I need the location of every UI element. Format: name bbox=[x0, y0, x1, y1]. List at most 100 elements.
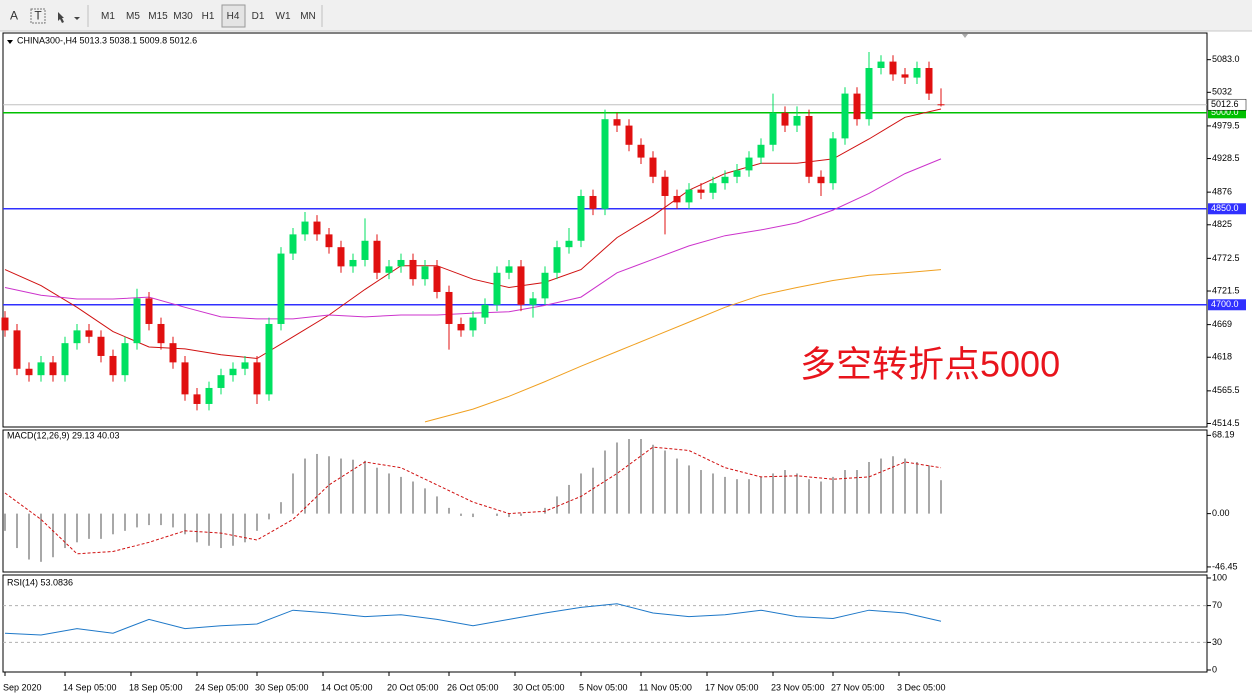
period-active[interactable] bbox=[221, 4, 246, 28]
candle-body bbox=[277, 253, 285, 324]
y-tick-label: 4825 bbox=[1212, 219, 1232, 229]
candle-body bbox=[313, 221, 321, 235]
candle-body bbox=[541, 272, 549, 299]
period-button[interactable]: H4 bbox=[227, 11, 240, 22]
level-label-box bbox=[1208, 299, 1246, 311]
y-tick-label: 5083.0 bbox=[1212, 54, 1240, 64]
candle-body bbox=[697, 189, 705, 193]
candle-body bbox=[361, 240, 369, 260]
candle-body bbox=[769, 112, 777, 145]
moving-average bbox=[424, 269, 942, 423]
candle-body bbox=[829, 138, 837, 184]
candle-body bbox=[193, 394, 201, 404]
period-button[interactable]: D1 bbox=[252, 11, 265, 22]
candle-body bbox=[781, 112, 789, 126]
rsi-panel bbox=[2, 574, 1208, 673]
y-tick-label: 4565.5 bbox=[1212, 385, 1240, 395]
moving-average bbox=[4, 158, 942, 320]
candle-body bbox=[757, 144, 765, 158]
candle-body bbox=[73, 330, 81, 344]
tool-label[interactable]: A bbox=[10, 9, 18, 23]
candle-body bbox=[265, 323, 273, 395]
candle-body bbox=[217, 375, 225, 388]
shift-marker bbox=[962, 34, 968, 38]
tool-button[interactable] bbox=[30, 8, 46, 24]
signal-line bbox=[4, 446, 942, 555]
period-button[interactable]: M5 bbox=[126, 11, 140, 22]
period-button[interactable]: M15 bbox=[148, 11, 168, 22]
macd-panel bbox=[2, 429, 1208, 573]
candle-body bbox=[577, 195, 585, 241]
y-tick-label: 30 bbox=[1212, 637, 1222, 647]
candle-body bbox=[49, 362, 57, 376]
candle-body bbox=[817, 176, 825, 184]
candle-body bbox=[553, 247, 561, 273]
candle-body bbox=[205, 387, 213, 404]
x-tick-label: 14 Oct 05:00 bbox=[321, 682, 373, 692]
candle-body bbox=[145, 298, 153, 324]
candle-body bbox=[493, 272, 501, 305]
level-label: 4850.0 bbox=[1211, 203, 1239, 213]
period-button[interactable]: M1 bbox=[101, 11, 115, 22]
y-tick-label: 68.19 bbox=[1212, 430, 1235, 440]
y-tick-label: 70 bbox=[1212, 600, 1222, 610]
period-button[interactable]: MN bbox=[300, 11, 316, 22]
period-button[interactable]: W1 bbox=[276, 11, 291, 22]
candle-body bbox=[505, 266, 513, 273]
candle-body bbox=[385, 266, 393, 273]
x-tick-label: 27 Nov 05:00 bbox=[831, 682, 885, 692]
candle-body bbox=[913, 67, 921, 78]
candle-body bbox=[925, 67, 933, 94]
candle-body bbox=[433, 266, 441, 292]
x-tick-label: 20 Oct 05:00 bbox=[387, 682, 439, 692]
dropdown-arrow[interactable] bbox=[74, 17, 80, 20]
symbol-menu[interactable] bbox=[7, 40, 13, 44]
candle-body bbox=[661, 176, 669, 196]
candle-body bbox=[181, 362, 189, 395]
tool-label[interactable]: T bbox=[34, 9, 42, 23]
candle-body bbox=[421, 266, 429, 280]
y-tick-label: 100 bbox=[1212, 572, 1227, 582]
candle-body bbox=[457, 323, 465, 331]
candle-body bbox=[709, 183, 717, 193]
candle-body bbox=[901, 74, 909, 78]
candle-body bbox=[469, 317, 477, 331]
candle-body bbox=[133, 298, 141, 344]
candle-body bbox=[61, 343, 69, 376]
x-tick-label: Sep 2020 bbox=[3, 682, 42, 692]
candle-body bbox=[121, 343, 129, 376]
x-tick-label: 3 Dec 05:00 bbox=[897, 682, 946, 692]
x-tick-label: 23 Nov 05:00 bbox=[771, 682, 825, 692]
candle-body bbox=[685, 189, 693, 203]
x-tick-label: 14 Sep 05:00 bbox=[63, 682, 117, 692]
period-button[interactable]: M30 bbox=[173, 11, 193, 22]
candle-body bbox=[793, 115, 801, 126]
candle-body bbox=[397, 259, 405, 267]
candle-body bbox=[241, 362, 249, 369]
x-tick-label: 17 Nov 05:00 bbox=[705, 682, 759, 692]
candle-body bbox=[529, 298, 537, 305]
rsi-line bbox=[4, 603, 942, 636]
cursor-icon[interactable] bbox=[58, 12, 64, 23]
x-tick-label: 11 Nov 05:00 bbox=[639, 682, 692, 692]
x-tick-label: 30 Oct 05:00 bbox=[513, 682, 565, 692]
candle-body bbox=[97, 336, 105, 356]
y-tick-label: 4979.5 bbox=[1212, 120, 1240, 130]
period-button[interactable]: H1 bbox=[202, 11, 215, 22]
candle-body bbox=[289, 234, 297, 254]
candle-body bbox=[805, 115, 813, 177]
panel-title: CHINA300-,H4 5013.3 5038.1 5009.8 5012.6 bbox=[17, 35, 197, 45]
candle-body bbox=[565, 240, 573, 248]
x-tick-label: 26 Oct 05:00 bbox=[447, 682, 499, 692]
x-tick-label: 30 Sep 05:00 bbox=[255, 682, 309, 692]
y-tick-label: 4772.5 bbox=[1212, 253, 1240, 263]
x-tick-label: 5 Nov 05:00 bbox=[579, 682, 628, 692]
last-price-label: 5012.6 bbox=[1211, 99, 1239, 109]
candle-body bbox=[745, 157, 753, 171]
candle-body bbox=[649, 157, 657, 177]
candle-body bbox=[301, 221, 309, 235]
candle-body bbox=[937, 104, 945, 106]
candle-body bbox=[889, 61, 897, 75]
candle-body bbox=[625, 125, 633, 145]
candle-body bbox=[877, 61, 885, 68]
